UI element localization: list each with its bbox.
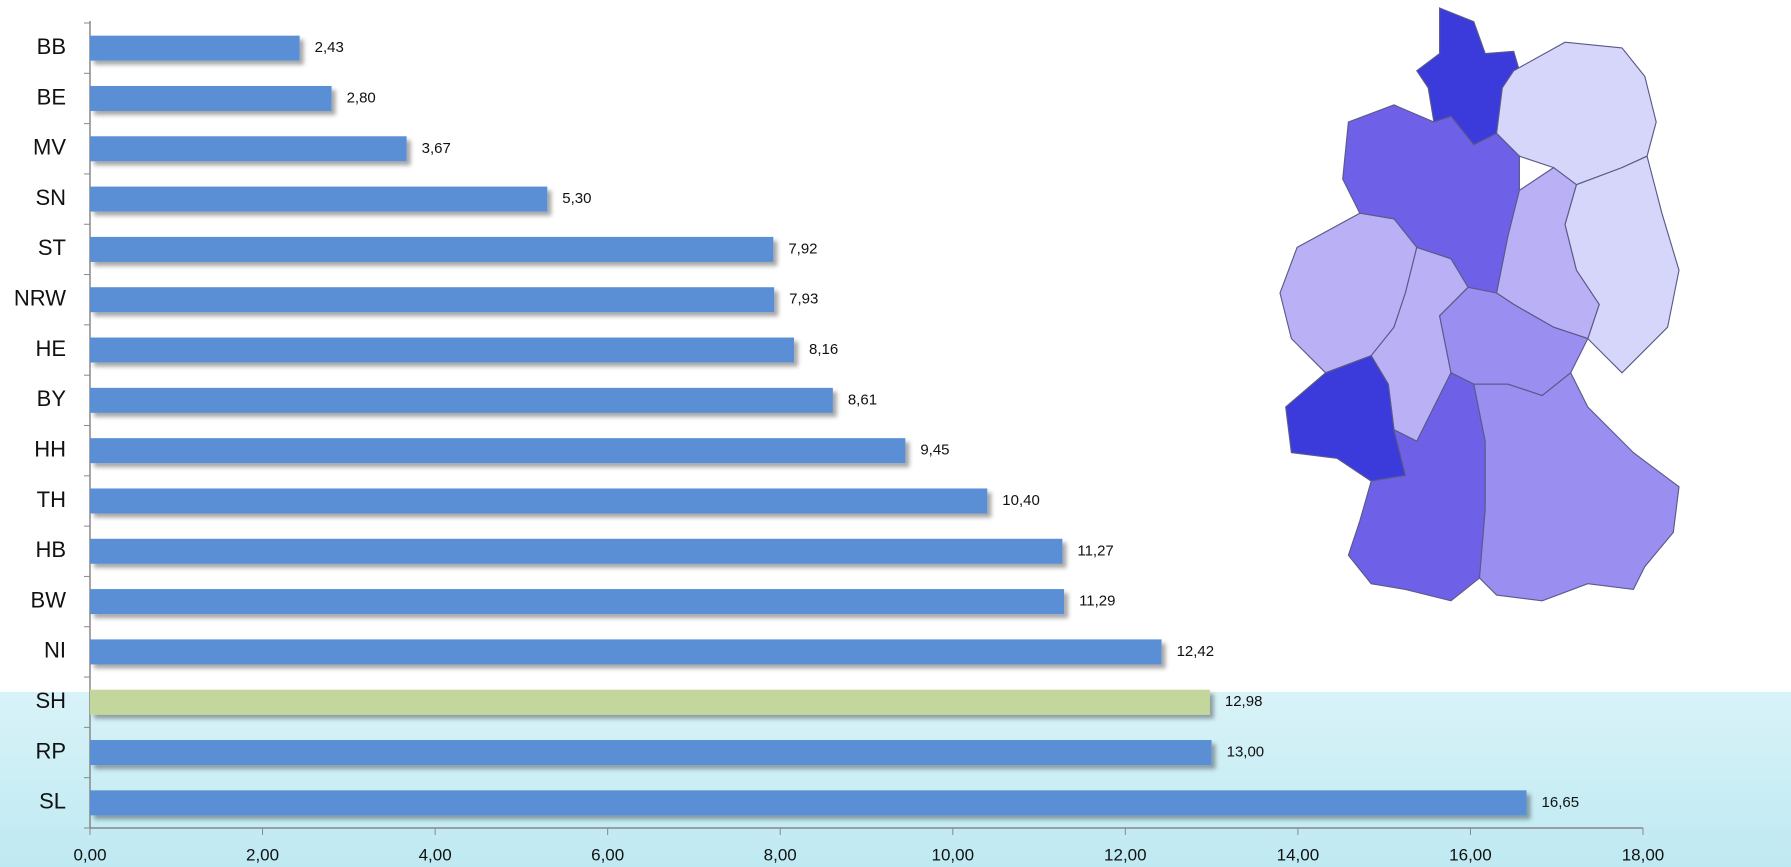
category-label: HB — [35, 537, 66, 562]
value-label: 9,45 — [920, 442, 949, 459]
x-tick-label: 0,00 — [73, 845, 106, 864]
value-label: 10,40 — [1002, 492, 1040, 509]
value-label: 13,00 — [1227, 744, 1265, 761]
value-label: 7,93 — [789, 291, 818, 308]
category-label: HH — [34, 436, 66, 461]
value-label: 8,61 — [848, 391, 877, 408]
bar — [90, 790, 1527, 816]
bar — [90, 538, 1063, 564]
x-tick-label: 10,00 — [932, 845, 975, 864]
bar — [90, 488, 988, 514]
bar — [90, 639, 1162, 665]
germany-map — [1279, 7, 1680, 602]
bar — [90, 287, 775, 313]
category-label: HE — [35, 336, 66, 361]
background-band — [0, 692, 1791, 867]
value-label: 3,67 — [422, 140, 451, 157]
value-label: 2,80 — [347, 89, 376, 106]
bar — [90, 589, 1065, 615]
bar — [90, 236, 774, 262]
bar — [90, 186, 548, 212]
bar — [90, 740, 1212, 766]
bar — [90, 689, 1210, 715]
x-tick-label: 12,00 — [1104, 845, 1147, 864]
value-label: 12,42 — [1177, 643, 1215, 660]
x-tick-label: 6,00 — [591, 845, 624, 864]
x-tick-label: 14,00 — [1277, 845, 1320, 864]
value-label: 11,27 — [1077, 542, 1113, 559]
category-label: BE — [37, 84, 66, 109]
category-label: MV — [33, 135, 66, 160]
bar — [90, 438, 906, 464]
category-label: NRW — [14, 286, 66, 311]
bar — [90, 337, 795, 363]
value-label: 12,98 — [1225, 693, 1263, 710]
value-label: 8,16 — [809, 341, 838, 358]
bar — [90, 387, 833, 413]
category-label: ST — [38, 235, 66, 260]
value-label: 11,29 — [1079, 593, 1115, 610]
category-label: BB — [37, 34, 66, 59]
bar — [90, 136, 407, 162]
x-tick-label: 8,00 — [764, 845, 797, 864]
category-label: TH — [37, 487, 66, 512]
map-region — [1347, 372, 1486, 602]
category-label: SN — [35, 185, 66, 210]
category-label: NI — [44, 638, 66, 663]
category-label: SL — [39, 789, 66, 814]
bar — [90, 85, 332, 111]
map-region — [1495, 166, 1600, 340]
map-region — [1473, 371, 1680, 602]
category-label: SH — [35, 688, 66, 713]
bar — [90, 35, 300, 61]
category-label: BW — [31, 587, 67, 612]
x-tick-label: 18,00 — [1622, 845, 1665, 864]
x-tick-label: 2,00 — [246, 845, 279, 864]
value-label: 2,43 — [315, 39, 344, 56]
value-label: 7,92 — [788, 240, 817, 257]
x-tick-label: 16,00 — [1449, 845, 1492, 864]
category-label: RP — [35, 738, 66, 763]
category-label: BY — [37, 386, 67, 411]
value-label: 16,65 — [1542, 794, 1580, 811]
value-label: 5,30 — [562, 190, 591, 207]
x-tick-label: 4,00 — [419, 845, 452, 864]
